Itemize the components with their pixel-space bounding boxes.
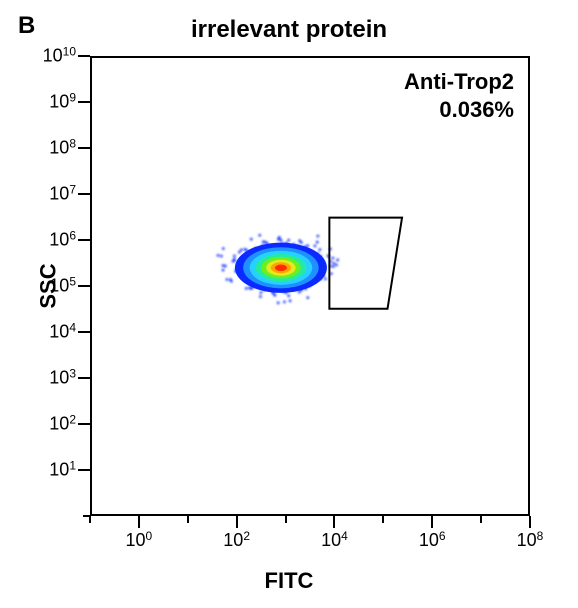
x-tick bbox=[187, 516, 189, 523]
y-tick bbox=[78, 377, 90, 379]
x-tick bbox=[431, 516, 433, 528]
x-ticklabel: 108 bbox=[517, 530, 544, 551]
y-ticklabel: 108 bbox=[49, 138, 76, 159]
y-tick bbox=[78, 101, 90, 103]
y-ticklabel: 106 bbox=[49, 230, 76, 251]
plot-area: Anti-Trop2 0.036% bbox=[90, 56, 530, 516]
y-tick bbox=[78, 239, 90, 241]
x-tick bbox=[480, 516, 482, 523]
x-tick bbox=[236, 516, 238, 528]
y-ticklabel: 103 bbox=[49, 368, 76, 389]
chart-title: irrelevant protein bbox=[0, 16, 578, 44]
x-ticklabel: 106 bbox=[419, 530, 446, 551]
x-tick bbox=[529, 516, 531, 528]
y-tick bbox=[78, 469, 90, 471]
x-ticklabel: 104 bbox=[321, 530, 348, 551]
x-axis-label: FITC bbox=[0, 568, 578, 594]
plot-wrap: Anti-Trop2 0.036% 1001021041061081011021… bbox=[90, 56, 530, 516]
y-tick bbox=[78, 423, 90, 425]
x-tick bbox=[382, 516, 384, 523]
y-ticklabel: 1010 bbox=[43, 46, 76, 67]
x-tick bbox=[285, 516, 287, 523]
y-ticklabel: 109 bbox=[49, 92, 76, 113]
y-ticklabel: 107 bbox=[49, 184, 76, 205]
x-ticklabel: 100 bbox=[126, 530, 153, 551]
x-tick bbox=[138, 516, 140, 528]
y-tick bbox=[78, 331, 90, 333]
y-ticklabel: 101 bbox=[49, 460, 76, 481]
y-tick bbox=[78, 285, 90, 287]
y-ticklabel: 104 bbox=[49, 322, 76, 343]
gate-polygon bbox=[329, 218, 402, 309]
y-tick bbox=[78, 147, 90, 149]
y-tick bbox=[83, 515, 90, 517]
density-plot bbox=[92, 58, 528, 514]
y-ticklabel: 105 bbox=[49, 276, 76, 297]
y-tick bbox=[78, 55, 90, 57]
x-ticklabel: 102 bbox=[223, 530, 250, 551]
x-tick bbox=[333, 516, 335, 528]
x-tick bbox=[89, 516, 91, 523]
y-tick bbox=[78, 193, 90, 195]
y-ticklabel: 102 bbox=[49, 414, 76, 435]
